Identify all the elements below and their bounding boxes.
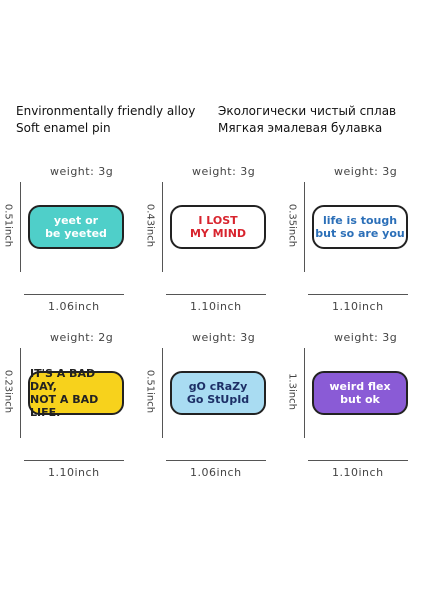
height-label: 1.3inch	[286, 373, 298, 410]
pin-text: gO cRaZy	[188, 380, 248, 393]
height-line	[20, 182, 21, 272]
pin-text: MY MIND	[189, 227, 247, 240]
height-line	[162, 348, 163, 438]
pin-text: IT'S A BAD DAY,	[30, 367, 96, 393]
weight: weight: 3g	[192, 165, 256, 178]
weight: weight: 3g	[50, 165, 114, 178]
header-line: Soft enamel pin	[16, 121, 111, 135]
height-line	[20, 348, 21, 438]
pin: weird flex but ok	[312, 371, 408, 415]
pin-text: life is tough	[322, 214, 398, 227]
width-label: 1.10inch	[332, 466, 384, 479]
width-line	[24, 460, 124, 461]
width-label: 1.06inch	[190, 466, 242, 479]
header-line: Environmentally friendly alloy	[16, 104, 196, 118]
header-line: Мягкая эмалевая булавка	[218, 121, 383, 135]
height-label: 0.43inch	[144, 203, 156, 248]
width-line	[166, 294, 266, 295]
height-label: 0.23inch	[2, 369, 14, 414]
pin-text: weird flex	[329, 380, 391, 393]
weight: weight: 3g	[334, 331, 398, 344]
pin-text: but so are you	[315, 227, 405, 240]
pin: life is tough but so are you	[312, 205, 408, 249]
width-line	[308, 294, 408, 295]
width-line	[24, 294, 124, 295]
width-label: 1.06inch	[48, 300, 100, 313]
pin-text: Go StUpId	[186, 393, 250, 406]
width-label: 1.10inch	[332, 300, 384, 313]
header-line: Экологически чистый сплав	[218, 104, 397, 118]
height-line	[162, 182, 163, 272]
pin: yeet or be yeeted	[28, 205, 124, 249]
pin-text: NOT A BAD LIFE.	[30, 393, 99, 419]
pin: I LOST MY MIND	[170, 205, 266, 249]
width-label: 1.10inch	[48, 466, 100, 479]
pin: gO cRaZy Go StUpId	[170, 371, 266, 415]
height-line	[304, 182, 305, 272]
width-line	[166, 460, 266, 461]
weight: weight: 3g	[192, 331, 256, 344]
weight: weight: 2g	[50, 331, 114, 344]
pin-text: but ok	[340, 393, 380, 406]
pin: IT'S A BAD DAY, NOT A BAD LIFE.	[28, 367, 124, 419]
pin-text: I LOST	[198, 214, 238, 227]
pin-text: be yeeted	[45, 227, 107, 240]
width-line	[308, 460, 408, 461]
height-label: 0.51inch	[2, 203, 14, 248]
width-label: 1.10inch	[190, 300, 242, 313]
height-label: 0.51inch	[144, 369, 156, 414]
height-label: 0.35inch	[286, 203, 298, 248]
height-line	[304, 348, 305, 438]
pin-text: yeet or	[53, 214, 99, 227]
weight: weight: 3g	[334, 165, 398, 178]
